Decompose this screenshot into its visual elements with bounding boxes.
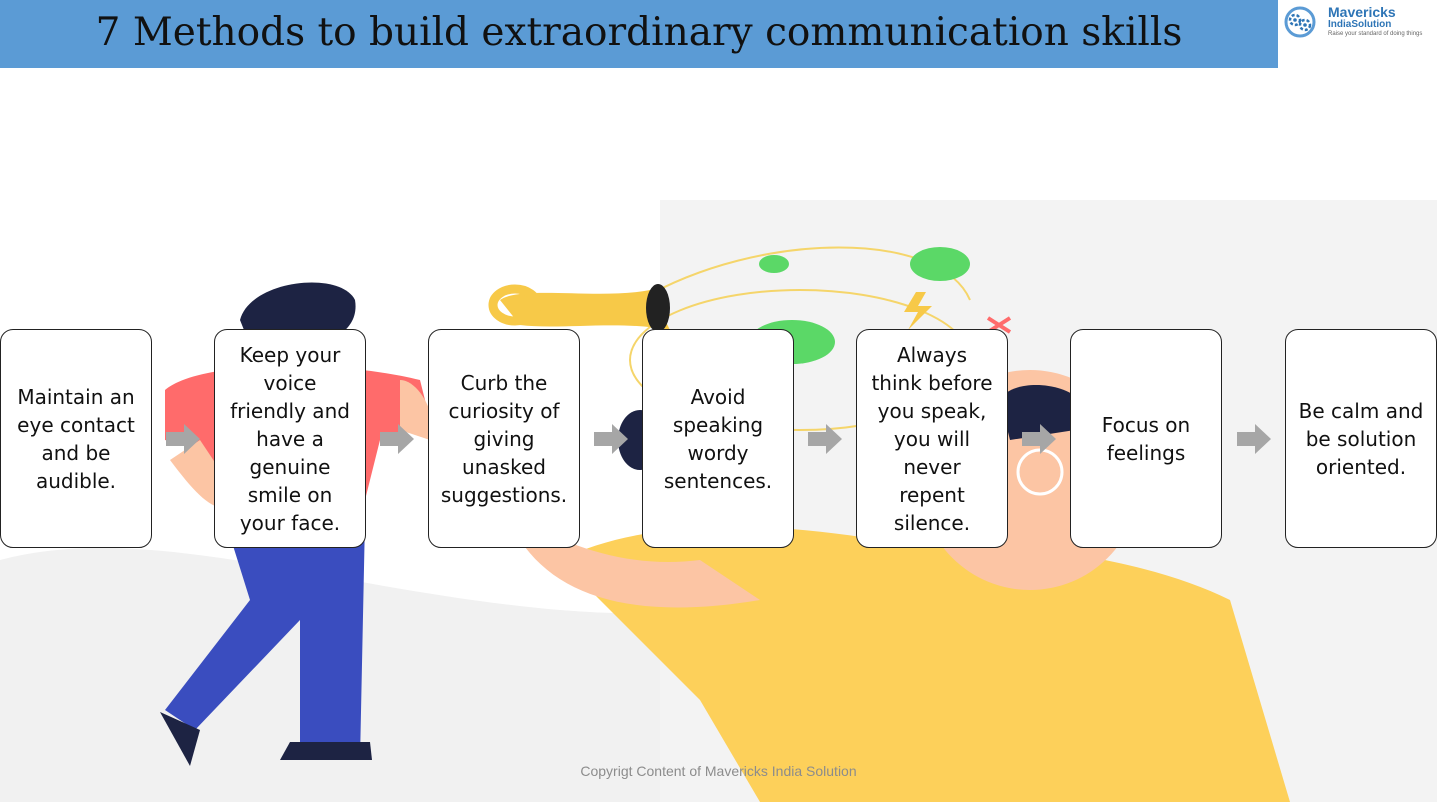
listener-arm [520,520,760,608]
step-text: Maintain an eye contact and be audible. [17,384,135,493]
speaker-arm [400,380,433,440]
listener-hair [1000,385,1080,440]
speaker-shoe [160,712,200,766]
step-box-3: Curb the curiosity of giving unasked sug… [428,329,580,548]
step-text: Avoid speaking wordy sentences. [663,384,773,493]
copyright-text: Copyrigt Content of Mavericks India Solu… [580,763,857,779]
green-bubble [759,255,789,273]
lightning-icon [904,292,932,330]
step-box-1: Maintain an eye contact and be audible. [0,329,152,548]
step-text: Be calm and be solution oriented. [1298,398,1424,479]
green-bubble [910,247,970,281]
logo-tagline: Raise your standard of doing things [1328,31,1423,37]
step-box-7: Be calm and be solution oriented. [1285,329,1437,548]
step-box-2: Keep your voice friendly and have a genu… [214,329,366,548]
megaphone-rim [646,284,670,332]
step-text: Curb the curiosity of giving unasked sug… [440,370,568,507]
step-text: Always think before you speak, you will … [871,342,993,535]
logo-name: Mavericks [1328,4,1396,20]
step-box-4: Avoid speaking wordy sentences. [642,329,794,548]
step-box-6: Focus on feelings [1070,329,1222,548]
step-text: Focus on feelings [1101,412,1191,465]
megaphone [500,290,670,330]
gears-icon [1284,6,1316,38]
page-title: 7 Methods to build extraordinary communi… [95,10,1183,55]
speaker-pants [165,520,365,760]
step-box-5: Always think before you speak, you will … [856,329,1008,548]
logo-subname: IndiaSolution [1328,19,1392,30]
brand-logo: Mavericks IndiaSolution Raise your stand… [1280,0,1437,68]
step-text: Keep your voice friendly and have a genu… [230,342,350,535]
header-bar [0,0,1278,68]
speaker-shoe [280,742,372,760]
megaphone-handle [488,284,542,326]
